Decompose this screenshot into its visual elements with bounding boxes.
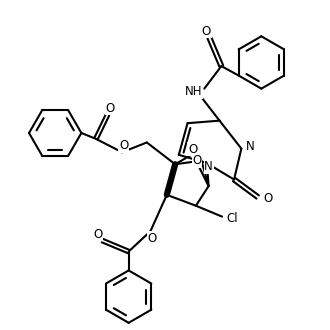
Text: Cl: Cl (227, 212, 239, 225)
Text: O: O (263, 192, 273, 205)
Text: O: O (119, 139, 128, 152)
Text: O: O (106, 102, 115, 115)
Text: N: N (204, 160, 213, 173)
Text: N: N (246, 140, 254, 153)
Text: O: O (202, 25, 211, 38)
Text: O: O (188, 143, 197, 155)
Text: O: O (93, 228, 103, 241)
Text: NH: NH (185, 85, 203, 98)
Text: O: O (147, 232, 156, 245)
Text: O: O (192, 154, 202, 167)
